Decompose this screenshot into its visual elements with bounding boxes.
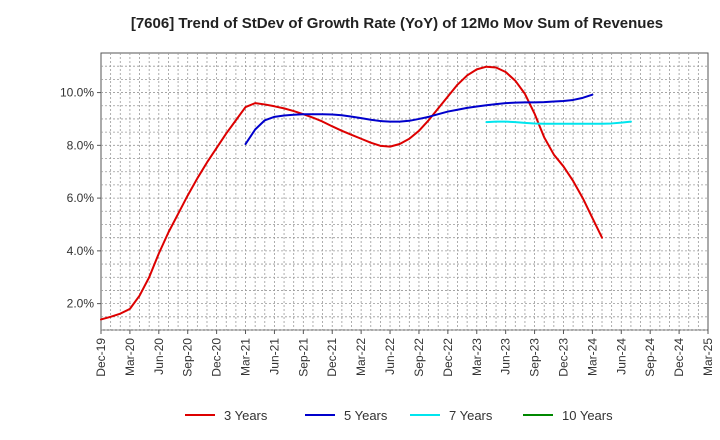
y-tick-label: 10.0% — [60, 86, 94, 100]
y-tick-label: 6.0% — [67, 191, 95, 205]
x-tick-label: Dec-20 — [210, 338, 224, 377]
x-tick-label: Jun-21 — [267, 338, 281, 375]
y-tick-label: 4.0% — [67, 244, 95, 258]
x-tick-label: Mar-21 — [239, 338, 253, 376]
series-lines — [100, 65, 632, 321]
x-tick-label: Sep-23 — [528, 338, 542, 377]
x-tick-label: Sep-20 — [181, 338, 195, 377]
x-tick-label: Mar-20 — [123, 338, 137, 376]
x-tick-label: Jun-20 — [152, 338, 166, 375]
x-tick-label: Dec-24 — [672, 338, 686, 377]
x-tick-label: Sep-22 — [412, 338, 426, 377]
chart-title: [7606] Trend of StDev of Growth Rate (Yo… — [131, 15, 663, 32]
x-tick-label: Mar-22 — [354, 338, 368, 376]
legend-label: 7 Years — [449, 408, 493, 423]
series-line-5-years — [244, 93, 594, 146]
y-tick-label: 2.0% — [67, 297, 95, 311]
x-tick-label: Mar-25 — [701, 338, 715, 376]
x-tick-label: Jun-24 — [614, 338, 628, 375]
legend: 3 Years 5 Years 7 Years 10 Years — [185, 408, 613, 423]
y-tick-label: 8.0% — [67, 138, 95, 152]
x-tick-label: Sep-21 — [296, 338, 310, 377]
x-tick-label: Dec-21 — [325, 338, 339, 377]
x-tick-label: Jun-22 — [383, 338, 397, 375]
legend-label: 5 Years — [344, 408, 388, 423]
x-tick-label: Mar-24 — [585, 338, 599, 376]
x-axis: Dec-19 Mar-20 Jun-20 Sep-20 Dec-20 Mar-21 Jun-… — [94, 330, 715, 377]
y-axis: 2.0% 4.0% 6.0% 8.0% 10.0% — [60, 86, 101, 311]
series-line-3-years — [100, 65, 604, 321]
x-tick-label: Dec-23 — [556, 338, 570, 377]
x-tick-label: Dec-22 — [441, 338, 455, 377]
plot-area — [100, 52, 709, 331]
x-tick-label: Dec-19 — [94, 338, 108, 377]
legend-label: 10 Years — [562, 408, 613, 423]
x-tick-label: Sep-24 — [643, 338, 657, 377]
grid — [101, 53, 708, 331]
series-line-7-years — [485, 120, 632, 125]
legend-label: 3 Years — [224, 408, 268, 423]
x-tick-label: Jun-23 — [499, 338, 513, 375]
x-tick-label: Mar-23 — [470, 338, 484, 376]
